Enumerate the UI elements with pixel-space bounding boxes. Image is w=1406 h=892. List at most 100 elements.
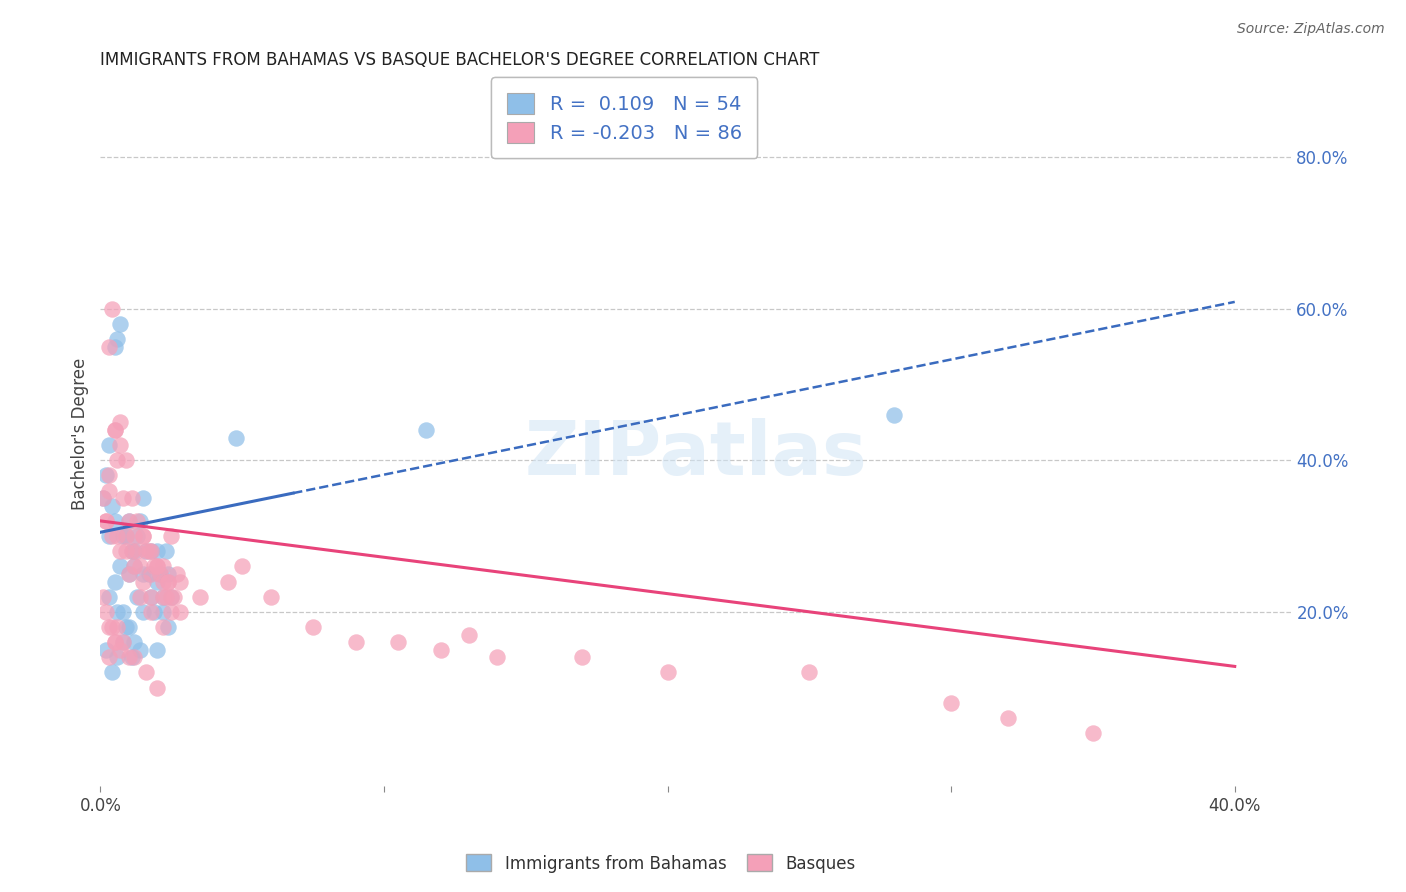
Point [100,529,122,543]
Point [135,544,157,558]
Point [103,514,125,528]
Point [387,635,409,649]
Point [157,574,180,589]
Point [429,642,451,657]
Point [105,332,128,346]
Point [108,559,131,574]
Point [118,514,141,528]
Point [141,544,163,558]
Point [124,544,146,558]
Point [138,544,160,558]
Point [132,574,155,589]
Point [91,491,114,505]
Point [997,711,1019,725]
Point [155,544,177,558]
Point [115,620,138,634]
Point [112,635,135,649]
Point [103,635,125,649]
Point [103,423,125,437]
Point [1081,726,1104,740]
Point [94,468,117,483]
Point [129,590,152,604]
Point [152,574,174,589]
Point [152,605,174,619]
Point [141,605,163,619]
Point [124,635,146,649]
Point [132,529,155,543]
Point [112,635,135,649]
Point [166,566,188,581]
Point [118,566,141,581]
Point [108,642,131,657]
Point [135,665,157,680]
Point [157,620,180,634]
Point [94,642,117,657]
Point [157,574,180,589]
Point [94,605,117,619]
Point [91,590,114,604]
Point [97,438,120,452]
Point [97,529,120,543]
Point [141,590,163,604]
Point [141,544,163,558]
Point [169,605,191,619]
Point [458,627,481,641]
Point [152,590,174,604]
Point [103,423,125,437]
Point [160,590,183,604]
Point [146,642,169,657]
Point [94,514,117,528]
Point [259,590,281,604]
Point [939,696,962,710]
Point [100,620,122,634]
Legend: Immigrants from Bahamas, Basques: Immigrants from Bahamas, Basques [460,847,862,880]
Point [105,529,128,543]
Point [141,566,163,581]
Point [118,650,141,665]
Point [146,544,169,558]
Point [160,605,183,619]
Point [344,635,367,649]
Point [108,438,131,452]
Text: Source: ZipAtlas.com: Source: ZipAtlas.com [1237,22,1385,37]
Point [138,566,160,581]
Point [100,665,122,680]
Point [97,620,120,634]
Point [97,340,120,354]
Point [121,491,143,505]
Point [217,574,239,589]
Point [883,408,905,422]
Point [135,544,157,558]
Point [121,544,143,558]
Point [94,514,117,528]
Point [103,574,125,589]
Point [121,650,143,665]
Point [160,529,183,543]
Point [112,605,135,619]
Point [124,650,146,665]
Point [132,605,155,619]
Point [100,499,122,513]
Point [127,529,149,543]
Point [302,620,325,634]
Point [105,605,128,619]
Point [146,681,169,695]
Point [100,301,122,316]
Point [486,650,509,665]
Point [231,559,253,574]
Point [188,590,211,604]
Point [115,529,138,543]
Point [97,483,120,498]
Point [149,566,172,581]
Point [141,590,163,604]
Point [152,559,174,574]
Point [149,566,172,581]
Point [799,665,821,680]
Point [115,544,138,558]
Point [112,529,135,543]
Point [132,529,155,543]
Point [105,453,128,467]
Point [127,590,149,604]
Point [152,590,174,604]
Point [132,491,155,505]
